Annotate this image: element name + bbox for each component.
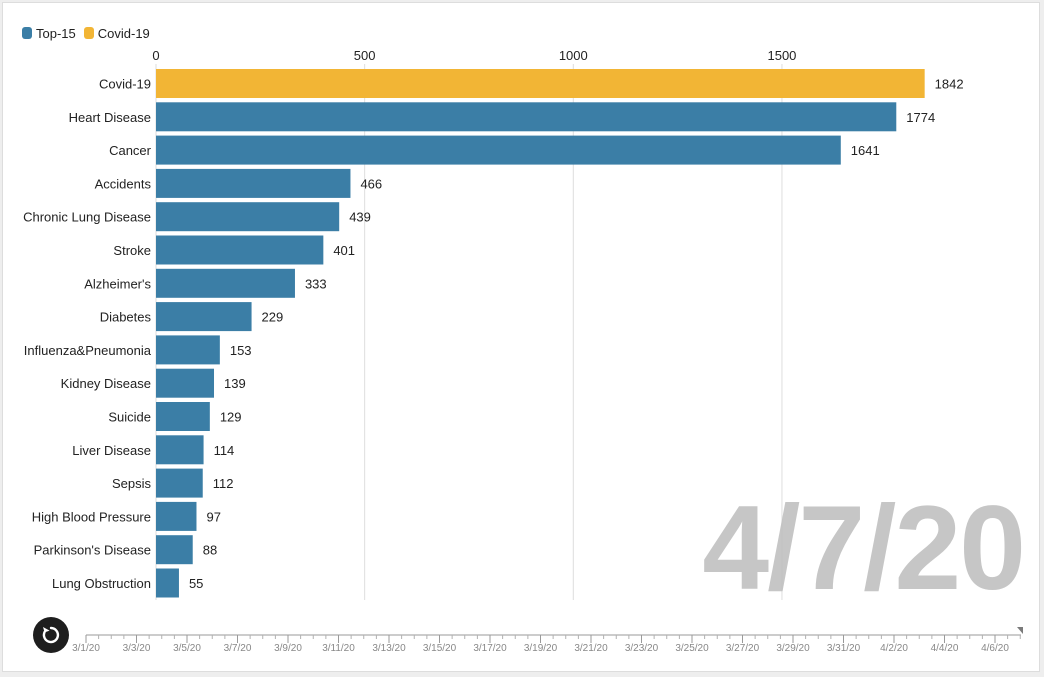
timeline-label[interactable]: 3/23/20 <box>625 643 659 654</box>
bar-category-label: Chronic Lung Disease <box>23 210 151 225</box>
bar[interactable] <box>156 135 841 165</box>
bar[interactable] <box>156 235 324 265</box>
legend-swatch-covid <box>83 27 94 39</box>
timeline-label[interactable]: 3/3/20 <box>123 643 151 654</box>
timeline-label[interactable]: 3/27/20 <box>726 643 760 654</box>
bar-value-label: 1842 <box>935 77 964 92</box>
x-tick-label: 500 <box>354 48 376 63</box>
bar[interactable] <box>156 302 252 332</box>
bar-value-label: 97 <box>206 509 220 524</box>
timeline-label[interactable]: 3/17/20 <box>473 643 507 654</box>
timeline-label[interactable]: 3/7/20 <box>224 643 252 654</box>
bar-value-label: 401 <box>333 243 355 258</box>
bar-category-label: Heart Disease <box>69 110 151 125</box>
timeline-label[interactable]: 3/25/20 <box>675 643 709 654</box>
bar-value-label: 1641 <box>851 143 880 158</box>
timeline-label[interactable]: 3/19/20 <box>524 643 558 654</box>
legend-item-top15[interactable]: Top-15 <box>22 26 76 41</box>
legend-label-covid: Covid-19 <box>97 25 150 41</box>
bar-category-label: Parkinson's Disease <box>34 543 151 558</box>
bar[interactable] <box>156 102 897 132</box>
bar-value-label: 333 <box>305 276 327 291</box>
timeline-label[interactable]: 4/4/20 <box>931 643 959 654</box>
timeline-label[interactable]: 4/2/20 <box>880 643 908 654</box>
timeline-label[interactable]: 3/31/20 <box>827 643 861 654</box>
bar-category-label: Covid-19 <box>99 77 151 92</box>
bar-value-label: 114 <box>214 443 235 458</box>
timeline-label[interactable]: 3/9/20 <box>274 643 302 654</box>
bar-value-label: 139 <box>224 376 246 391</box>
bar[interactable] <box>156 168 351 198</box>
bar-category-label: Influenza&Pneumonia <box>24 343 152 358</box>
timeline-label[interactable]: 3/1/20 <box>72 643 100 654</box>
bar-value-label: 153 <box>230 343 252 358</box>
bar-category-label: Sepsis <box>112 476 152 491</box>
bar-category-label: Lung Obstruction <box>52 576 151 591</box>
legend-swatch-top15 <box>22 27 32 39</box>
bar-value-label: 112 <box>213 476 234 491</box>
bar-category-label: Suicide <box>108 410 151 425</box>
bar[interactable] <box>156 535 193 565</box>
bar-category-label: Accidents <box>95 176 152 191</box>
bar-value-label: 229 <box>262 310 284 325</box>
bar[interactable] <box>156 468 203 498</box>
legend: Top-15 Covid-19 <box>22 24 150 42</box>
timeline-handle[interactable] <box>1017 627 1023 634</box>
bar-category-label: Alzheimer's <box>84 276 151 291</box>
bar-category-label: Kidney Disease <box>61 376 151 391</box>
bar[interactable] <box>156 501 197 531</box>
x-tick-label: 0 <box>152 48 159 63</box>
replay-button[interactable] <box>33 617 69 653</box>
x-tick-label: 1000 <box>559 48 588 63</box>
legend-label-top15: Top-15 <box>36 25 76 41</box>
timeline-label[interactable]: 3/15/20 <box>423 643 457 654</box>
bar[interactable] <box>156 69 925 98</box>
bar-value-label: 55 <box>189 576 203 591</box>
timeline-label[interactable]: 3/13/20 <box>372 643 406 654</box>
bar-category-label: Diabetes <box>100 310 152 325</box>
timeline-label[interactable]: 4/6/20 <box>981 643 1009 654</box>
bar-value-label: 439 <box>349 210 371 225</box>
x-tick-label: 1500 <box>767 48 796 63</box>
bar[interactable] <box>156 402 210 431</box>
replay-icon <box>42 626 60 644</box>
bar-category-label: Cancer <box>109 143 152 158</box>
timeline-label[interactable]: 3/11/20 <box>322 643 355 654</box>
bar[interactable] <box>156 368 215 398</box>
bar-category-label: High Blood Pressure <box>32 509 151 524</box>
bar-value-label: 129 <box>220 410 242 425</box>
bar-value-label: 88 <box>203 543 217 558</box>
bar[interactable] <box>156 568 179 598</box>
bar-value-label: 466 <box>360 176 382 191</box>
timeline-label[interactable]: 3/21/20 <box>574 643 608 654</box>
timeline-label[interactable]: 3/5/20 <box>173 643 201 654</box>
bar[interactable] <box>156 435 204 465</box>
bar-category-label: Stroke <box>113 243 151 258</box>
bar-category-label: Liver Disease <box>72 443 151 458</box>
current-date-label: 4/7/20 <box>702 481 1026 615</box>
timeline-label[interactable]: 3/29/20 <box>776 643 810 654</box>
bar[interactable] <box>156 202 340 232</box>
bar-value-label: 1774 <box>906 110 935 125</box>
bar[interactable] <box>156 335 220 365</box>
legend-item-covid[interactable]: Covid-19 <box>83 25 150 41</box>
bar[interactable] <box>156 268 295 298</box>
